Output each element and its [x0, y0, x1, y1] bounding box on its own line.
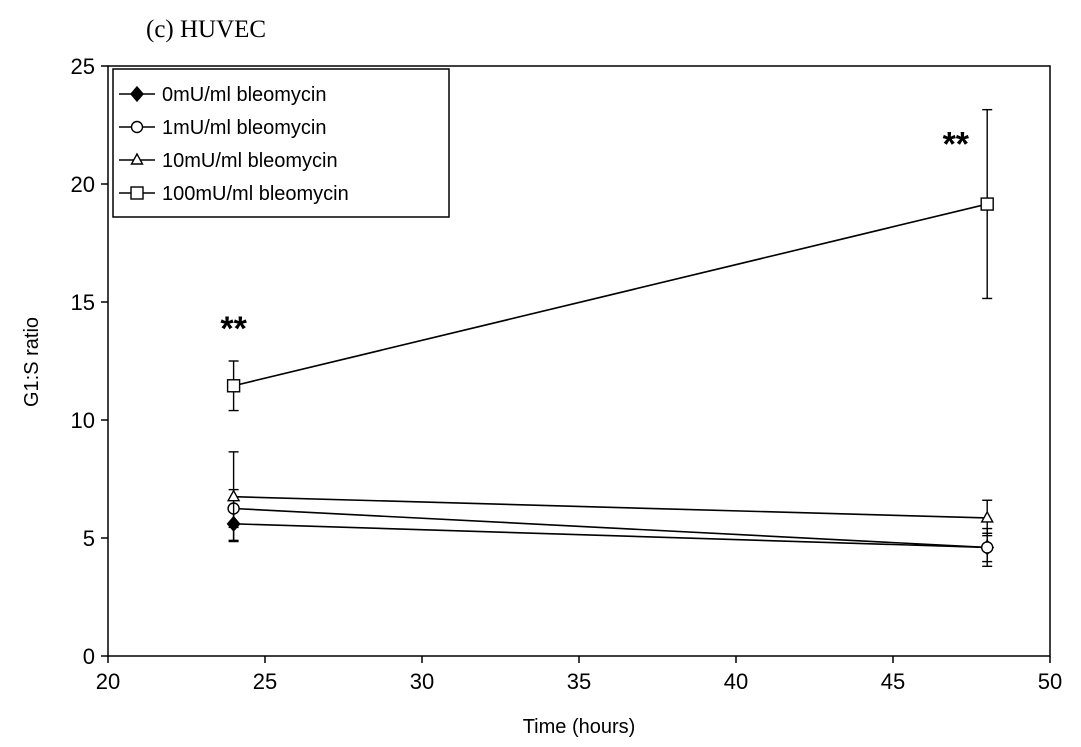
significance-annotation: **	[220, 310, 247, 348]
y-tick-label: 15	[71, 290, 95, 315]
y-tick-label: 5	[83, 526, 95, 551]
x-tick-label: 40	[724, 669, 748, 694]
marker-square	[130, 186, 144, 200]
x-axis-label: Time (hours)	[523, 716, 636, 738]
marker-circle	[130, 120, 144, 134]
series-layer	[226, 108, 995, 568]
x-tick-label: 35	[567, 669, 591, 694]
marker-triangle	[130, 152, 144, 165]
y-tick-label: 25	[71, 54, 95, 79]
series-line	[233, 495, 988, 519]
chart-title: (c) HUVEC	[146, 16, 266, 43]
x-tick-label: 30	[410, 669, 434, 694]
legend-entry-label: 10mU/ml bleomycin	[162, 150, 338, 172]
marker-square	[980, 197, 994, 211]
x-tick-label: 45	[881, 669, 905, 694]
x-tick-label: 50	[1038, 669, 1062, 694]
marker-square	[226, 379, 241, 393]
significance-annotation: **	[943, 126, 970, 164]
x-tick-label: 20	[96, 669, 120, 694]
legend-entry-label: 1mU/ml bleomycin	[162, 117, 326, 139]
y-axis-label: G1:S ratio	[21, 317, 43, 407]
y-tick-label: 10	[71, 408, 95, 433]
series-2	[226, 451, 994, 543]
marker-triangle	[980, 510, 994, 523]
annotations: ** **	[220, 126, 969, 348]
y-tick-label: 20	[71, 172, 95, 197]
legend: 0mU/ml bleomycin 1mU/ml bleomycin 10mU/ml …	[112, 68, 450, 218]
y-tick-label: 0	[83, 644, 95, 669]
series-line	[233, 523, 988, 549]
x-tick-label: 25	[253, 669, 277, 694]
series-3	[226, 108, 994, 412]
legend-entry-label: 0mU/ml bleomycin	[162, 84, 326, 106]
marker-triangle	[226, 489, 241, 502]
marker-circle	[981, 541, 994, 554]
legend-entry-label: 100mU/ml bleomycin	[162, 183, 349, 205]
axis-ticks: 20 25 30 35 40 45 50 0 5 10 15 20 25	[71, 54, 1063, 694]
marker-diamond	[130, 85, 144, 103]
series-line	[233, 507, 988, 549]
legend-box	[112, 68, 450, 218]
series-line	[233, 203, 988, 387]
